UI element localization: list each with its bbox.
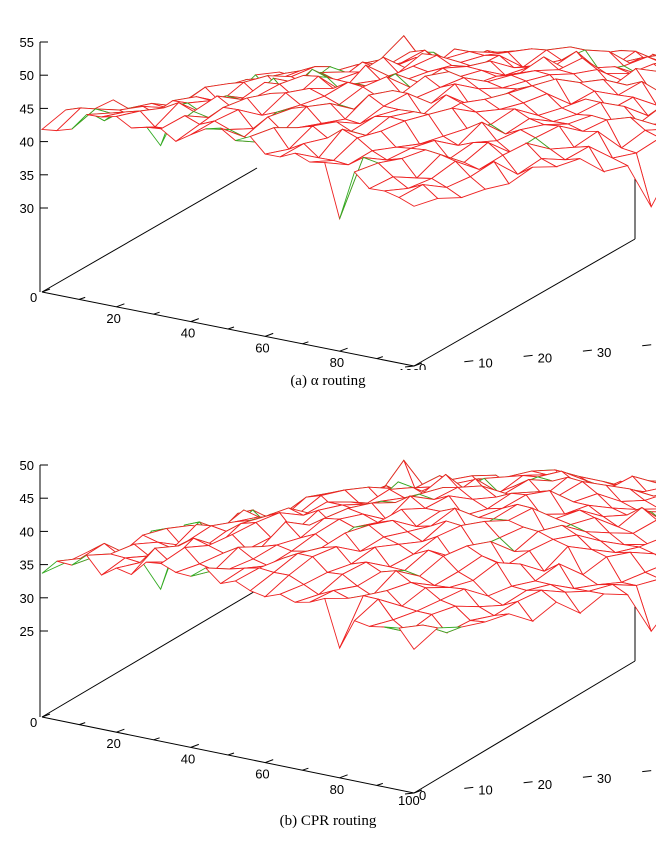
y-tick-label: 30 (597, 345, 611, 360)
x-tick-label: 100 (398, 366, 420, 370)
y-tick-mark (464, 360, 474, 363)
x-tick-mark (413, 789, 423, 794)
y-tick-mark (523, 781, 533, 784)
caption-text: α routing (310, 373, 366, 389)
x-tick-mark (41, 713, 51, 718)
y-axis-line (413, 660, 636, 794)
x-minor-tick (153, 737, 160, 741)
surface-plot-cpr: 0204060801000102030405060708090100253035… (20, 458, 656, 808)
x-tick-mark (339, 347, 348, 352)
y-tick-mark (642, 344, 652, 347)
y-tick-mark (642, 770, 652, 773)
y-axis-line (413, 238, 636, 367)
x-tick-label: 20 (106, 736, 120, 751)
y-tick-mark (404, 792, 415, 795)
y-tick-label: 20 (538, 350, 552, 365)
y-tick-label: 20 (538, 777, 552, 792)
x-tick-label: 0 (30, 715, 37, 730)
z-tick-label: 40 (20, 524, 34, 539)
y-tick-mark (582, 349, 592, 352)
surface-plot-alpha: 0204060801000102030405060708090100303540… (20, 34, 656, 370)
z-tick-label: 40 (20, 135, 34, 150)
surface-mesh (41, 459, 656, 650)
x-tick-label: 40 (181, 326, 195, 341)
x-tick-label: 100 (398, 793, 420, 808)
surface-chart-alpha: 0204060801000102030405060708090100303540… (0, 34, 656, 390)
z-tick-label: 35 (20, 558, 34, 573)
x-tick-mark (339, 774, 348, 779)
x-tick-mark (190, 318, 199, 323)
x-minor-tick (376, 782, 383, 786)
y-tick-mark (523, 354, 533, 357)
x-minor-tick (302, 767, 309, 771)
x-minor-tick (227, 326, 235, 330)
y-tick-mark (464, 786, 474, 789)
x-minor-tick (376, 356, 383, 360)
z-tick-label: 55 (20, 35, 34, 50)
caption-text: CPR routing (300, 813, 377, 829)
caption-cpr: (b) CPR routing (0, 813, 656, 830)
z-tick-label: 50 (20, 68, 34, 83)
x-tick-mark (190, 743, 199, 748)
surface-chart-cpr: 0204060801000102030405060708090100253035… (0, 425, 656, 845)
y-tick-label: 30 (597, 771, 611, 786)
z-tick-label: 45 (20, 491, 34, 506)
surface-cell (324, 156, 365, 221)
z-tick-label: 30 (20, 201, 34, 216)
y-tick-mark (404, 365, 415, 368)
x-tick-mark (41, 288, 51, 293)
x-minor-tick (79, 296, 86, 300)
y-tick-mark (582, 775, 592, 778)
surface-cell (398, 184, 439, 207)
z-tick-label: 50 (20, 458, 34, 473)
z-tick-label: 45 (20, 101, 34, 116)
x-minor-tick (302, 341, 309, 345)
x-minor-tick (79, 722, 86, 726)
x-tick-label: 40 (181, 751, 195, 766)
surface-cell (398, 624, 439, 650)
x-minor-tick (153, 311, 160, 315)
x-tick-mark (413, 362, 423, 367)
x-tick-label: 0 (30, 290, 37, 305)
x-tick-label: 60 (255, 340, 269, 355)
x-tick-mark (265, 759, 274, 764)
surface-mesh (40, 34, 656, 221)
y-tick-label: 10 (478, 356, 492, 370)
x-minor-tick (227, 752, 235, 756)
caption-label: (b) (279, 813, 298, 829)
x-tick-label: 80 (330, 782, 344, 797)
y-tick-label: 0 (419, 361, 426, 370)
back-floor-line (41, 167, 258, 293)
z-tick-label: 30 (20, 591, 34, 606)
y-tick-label: 0 (419, 788, 426, 803)
x-tick-label: 80 (330, 355, 344, 370)
z-tick-label: 25 (20, 624, 34, 639)
x-tick-mark (116, 303, 125, 308)
x-tick-mark (116, 728, 125, 733)
z-tick-label: 35 (20, 168, 34, 183)
caption-label: (a) (290, 373, 307, 389)
x-tick-label: 20 (106, 311, 120, 326)
back-floor-line (41, 589, 258, 718)
y-tick-label: 10 (478, 782, 492, 797)
x-tick-mark (265, 332, 274, 337)
x-tick-label: 60 (255, 767, 269, 782)
caption-alpha: (a) α routing (0, 373, 656, 390)
